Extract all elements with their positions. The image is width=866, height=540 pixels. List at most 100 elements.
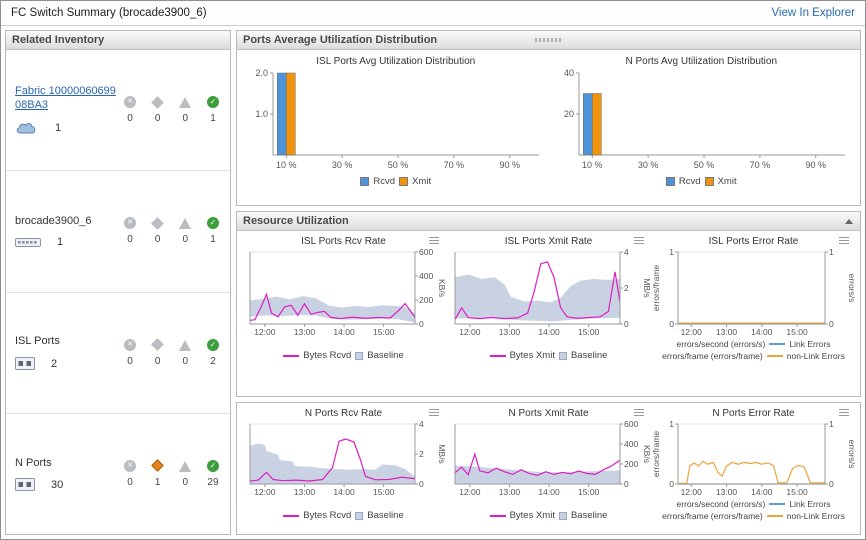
non-link-errors-legend-swatch [766,355,783,357]
status-count: 0 [182,476,189,488]
svg-text:1: 1 [829,421,834,429]
svg-text:0: 0 [419,479,424,489]
error-status-icon [124,217,136,230]
svg-text:13:00: 13:00 [716,487,738,497]
xmit-legend-swatch [704,177,714,186]
fabric-count: 1 [55,121,62,134]
svg-text:KB/s: KB/s [642,445,650,463]
link-errors-legend-swatch [769,343,786,345]
svg-text:14:00: 14:00 [751,327,773,337]
fabric-icon [16,123,36,134]
svg-text:13:00: 13:00 [716,327,738,337]
svg-text:15:00: 15:00 [578,487,600,497]
chart-options-icon[interactable] [839,409,849,417]
healthy-status-icon [206,217,219,230]
inventory-rows: Fabric 1000006069908BA3 1 0 0 0 1 [6,50,230,534]
status-count: 0 [182,234,189,246]
switch-icon [15,237,41,247]
resource-panel-title: Resource Utilization [243,215,349,227]
titlebar: FC Switch Summary (brocade3900_6) View I… [1,1,865,26]
svg-text:12:00: 12:00 [459,327,481,337]
chart-isl-rcv-rate: ISL Ports Rcv Rate 12:00 13:00 14:00 15:00 0… [242,234,447,393]
link-errors-legend-swatch [769,503,786,505]
rcvd-legend-swatch [360,177,370,186]
svg-text:600: 600 [419,249,433,257]
status-count: 29 [207,476,219,488]
related-inventory-panel: Related Inventory Fabric 1000006069908BA… [5,30,231,535]
warning-status-icon [179,97,192,109]
status-count: 1 [210,113,216,125]
related-inventory-header: Related Inventory [6,31,230,50]
non-link-errors-legend-label: non-Link Errors [786,511,845,521]
svg-text:12:00: 12:00 [681,327,703,337]
svg-text:15:00: 15:00 [578,327,600,337]
chart-options-icon[interactable] [634,237,644,245]
chart-title: N Ports Error Rate [712,408,795,419]
view-in-explorer-link[interactable]: View In Explorer [771,7,855,19]
isl-util-plot: 1.0 2.0 10 % 30 % 50 % 70 % 90 % [243,68,549,171]
chart-options-icon[interactable] [429,237,439,245]
panel-drag-handle[interactable] [534,38,563,42]
rcvd-legend-label: Rcvd [678,176,701,187]
svg-text:2.0: 2.0 [255,69,268,78]
bytes-xmit-legend-swatch [489,514,506,517]
svg-text:1: 1 [669,421,674,429]
status-count: 2 [210,355,216,367]
chart-title: N Ports Xmit Rate [508,408,589,419]
content-area: Related Inventory Fabric 1000006069908BA… [1,26,865,539]
switch-label: brocade3900_6 [15,214,92,227]
link-errors-legend-label: Link Errors [789,339,831,349]
xmit-legend-label: Xmit [412,176,432,187]
svg-text:13:00: 13:00 [294,487,316,497]
baseline-legend-label: Baseline [367,510,404,521]
warning-status-icon [179,460,192,472]
chart-options-icon[interactable] [839,237,849,245]
chart-isl-util-distribution: ISL Ports Avg Utilization Distribution 1… [243,54,549,201]
status-count: 0 [154,234,161,246]
svg-text:4: 4 [624,249,629,257]
svg-text:400: 400 [419,271,433,281]
ports-panel-header: Ports Average Utilization Distribution [237,31,860,50]
healthy-status-icon [206,96,219,109]
port-icon [15,357,35,370]
bytes-rcvd-legend-swatch [283,354,300,357]
isl-xmit-plot: 12:00 13:00 14:00 15:00 0 2 4 MB/s [447,247,652,337]
status-count: 0 [154,355,161,367]
healthy-status-icon [206,338,219,351]
chart-title: ISL Ports Error Rate [708,236,799,247]
inventory-row-isl-ports: ISL Ports 2 0 0 0 2 [6,293,230,414]
svg-text:90 %: 90 % [805,160,826,170]
collapse-icon[interactable] [845,219,853,224]
chart-options-icon[interactable] [634,409,644,417]
svg-text:errors/frame: errors/frame [652,265,661,312]
bytes-rcvd-legend-label: Bytes Rcvd [303,350,352,361]
status-count: 0 [127,355,133,367]
status-count: 1 [210,234,216,246]
warning-status-icon [179,339,192,351]
n-ports-count: 30 [51,478,64,491]
svg-text:0: 0 [419,319,424,329]
warning-status-icon [179,218,192,230]
bytes-xmit-legend-swatch [489,354,506,357]
svg-text:30 %: 30 % [332,160,353,170]
rcvd-legend-label: Rcvd [373,176,396,187]
ports-panel-title: Ports Average Utilization Distribution [243,34,438,46]
n-ports-label: N Ports [15,456,52,469]
svg-text:0: 0 [624,319,629,329]
baseline-legend-swatch [355,511,364,520]
status-count: 0 [182,113,189,125]
svg-text:15:00: 15:00 [786,487,808,497]
inventory-row-switch: brocade3900_6 1 0 0 0 1 [6,171,230,293]
svg-text:1: 1 [669,249,674,257]
isl-ports-label: ISL Ports [15,335,60,348]
chart-title: ISL Ports Xmit Rate [504,236,593,247]
svg-text:14:00: 14:00 [751,487,773,497]
svg-text:14:00: 14:00 [333,487,355,497]
chart-options-icon[interactable] [429,409,439,417]
svg-text:MB/s: MB/s [437,444,445,463]
fabric-link[interactable]: Fabric 1000006069908BA3 [15,84,116,111]
xmit-legend-swatch [399,177,409,186]
related-inventory-title: Related Inventory [12,34,105,46]
ports-utilization-panel: Ports Average Utilization Distribution I… [236,30,861,206]
baseline-legend-swatch [355,351,364,360]
